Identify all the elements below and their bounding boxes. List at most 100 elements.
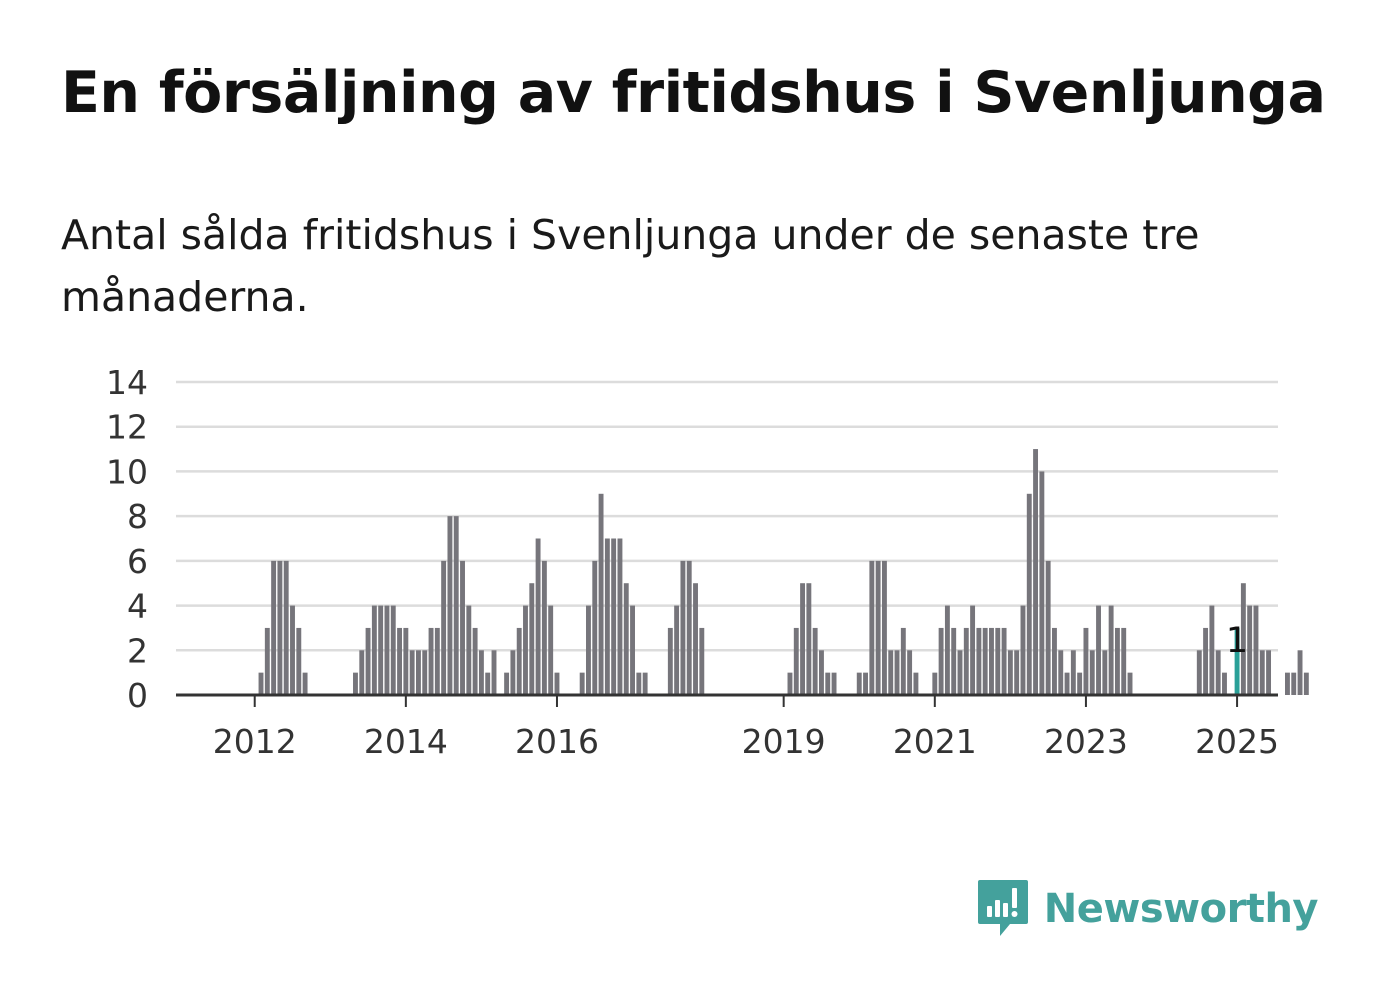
bar: [932, 672, 938, 695]
bar: [510, 650, 516, 695]
bar: [1033, 449, 1039, 695]
bar: [875, 560, 881, 695]
bar: [913, 672, 919, 695]
bar: [428, 627, 434, 695]
bar: [1039, 471, 1045, 695]
bar: [1014, 650, 1020, 695]
bar: [541, 560, 547, 695]
x-tick-label: 2012: [213, 722, 297, 761]
bar: [680, 560, 686, 695]
bar: [888, 650, 894, 695]
bar: [1266, 650, 1272, 695]
y-tick-label: 12: [106, 408, 148, 447]
bar: [1052, 627, 1057, 695]
value-annotation: 1: [1226, 621, 1248, 661]
bar: [970, 605, 976, 695]
bar: [491, 650, 497, 695]
bar: [434, 627, 440, 695]
bar: [1007, 650, 1013, 695]
bar: [982, 627, 988, 695]
bar: [989, 627, 994, 695]
bar: [863, 672, 868, 695]
bar: [1102, 650, 1108, 695]
newsworthy-logo[interactable]: Newsworthy: [976, 878, 1319, 940]
bar: [523, 605, 528, 695]
bar: [478, 650, 484, 695]
bar: [611, 538, 617, 695]
bar: [302, 672, 308, 695]
y-tick-label: 10: [106, 452, 148, 491]
bar: [1209, 605, 1215, 695]
bar: [938, 627, 944, 695]
bar: [548, 605, 554, 695]
bar: [995, 627, 1001, 695]
x-axis-ticks: 2012 2014 2016 2019 2021 2023 2025: [213, 695, 1279, 761]
y-tick-label: 0: [127, 676, 148, 715]
bar: [825, 672, 831, 695]
y-tick-label: 4: [127, 587, 148, 626]
bar: [447, 516, 453, 695]
bar: [586, 605, 591, 695]
bar: [290, 605, 295, 695]
bar: [1247, 605, 1253, 695]
bar: [604, 538, 610, 695]
bar: [630, 605, 635, 695]
y-tick-label: 6: [127, 542, 148, 581]
bar: [460, 560, 465, 695]
bar: [598, 493, 604, 695]
bar: [819, 650, 824, 695]
bar: [1070, 650, 1076, 695]
bars: [258, 449, 1309, 695]
bar: [957, 650, 963, 695]
bar: [1001, 627, 1007, 695]
bar: [1285, 672, 1290, 695]
bar: [806, 583, 812, 695]
bar: [800, 583, 806, 695]
bar: [504, 672, 510, 695]
bar: [1096, 605, 1101, 695]
bar: [793, 627, 799, 695]
bar: [271, 560, 277, 695]
bar: [415, 650, 421, 695]
bar: [403, 627, 409, 695]
bar: [378, 605, 384, 695]
bar: [1089, 650, 1095, 695]
bar: [529, 583, 535, 695]
y-axis-ticks: 0 2 4 6 8 10 12 14: [106, 363, 148, 715]
bar: [617, 538, 623, 695]
chart-title: En försäljning av fritidshus i Svenljung…: [61, 60, 1326, 126]
bar: [277, 560, 283, 695]
bar: [951, 627, 957, 695]
bar: [856, 672, 862, 695]
x-tick-label: 2019: [742, 722, 826, 761]
bar: [1291, 672, 1297, 695]
bar: [390, 605, 396, 695]
bar: [1259, 650, 1265, 695]
bar: [1234, 627, 1240, 695]
bar: [409, 650, 415, 695]
bar: [674, 605, 680, 695]
bar: [1045, 560, 1051, 695]
y-tick-label: 14: [106, 363, 148, 402]
x-tick-label: 2025: [1195, 722, 1279, 761]
newsworthy-logo-icon: [977, 880, 1028, 936]
bar: [353, 672, 358, 695]
bar: [516, 627, 522, 695]
y-tick-label: 2: [127, 631, 148, 670]
bar: [812, 627, 818, 695]
bar: [1020, 605, 1026, 695]
bar: [1240, 583, 1246, 695]
bar: [636, 672, 642, 695]
bar: [787, 672, 793, 695]
bar: [1083, 627, 1089, 695]
bar: [441, 560, 447, 695]
bar: [258, 672, 264, 695]
bar: [264, 627, 270, 695]
x-tick-label: 2016: [515, 722, 599, 761]
bar: [422, 650, 428, 695]
bar: [831, 672, 837, 695]
bar: [1114, 627, 1120, 695]
bar: [1064, 672, 1070, 695]
bar: [667, 627, 673, 695]
